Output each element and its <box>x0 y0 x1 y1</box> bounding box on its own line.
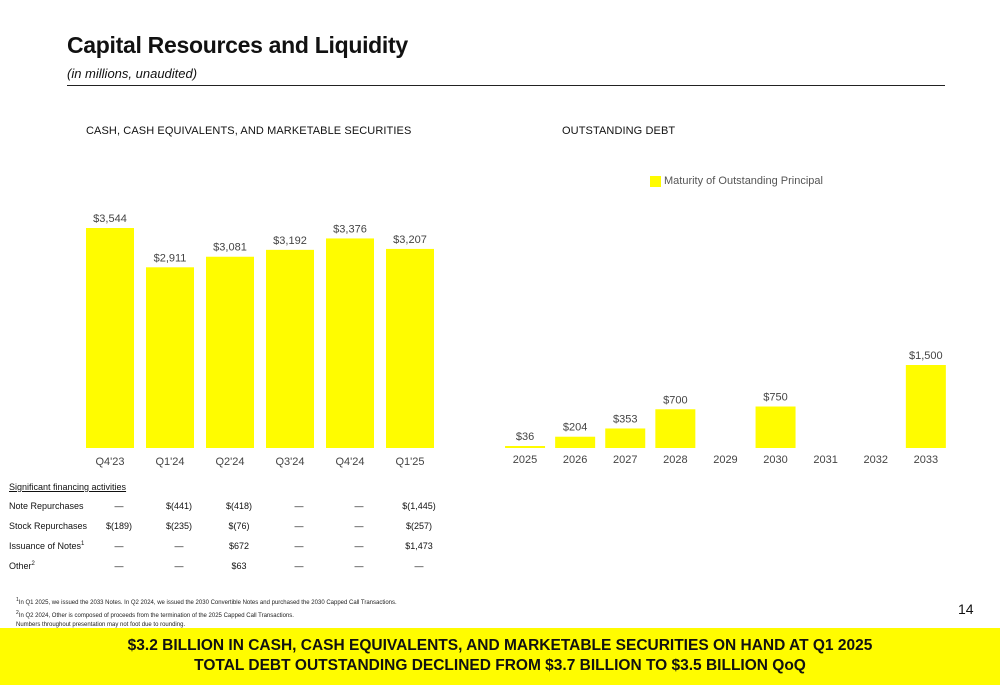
tick-label-Q2'24: Q2'24 <box>215 456 244 468</box>
tick-label-2030: 2030 <box>763 454 787 466</box>
financing-row: Stock Repurchases $(189) $(235) $(76) — — $(25… <box>9 516 449 536</box>
financing-cell: — <box>114 501 124 511</box>
bar-Q2'24 <box>206 256 254 448</box>
data-label-2033: $1,500 <box>909 350 943 362</box>
page-title: Capital Resources and Liquidity <box>67 32 408 58</box>
data-label-Q2'24: $3,081 <box>213 242 247 254</box>
bar-2030 <box>755 406 796 448</box>
tick-label-2032: 2032 <box>864 454 888 466</box>
financing-cell: $(1,445) <box>402 501 436 511</box>
data-label-Q4'23: $3,544 <box>93 213 127 225</box>
tick-label-2027: 2027 <box>613 454 637 466</box>
data-label-Q1'25: $3,207 <box>393 234 427 246</box>
page-number: 14 <box>958 601 974 617</box>
data-label-Q4'24: $3,376 <box>333 223 367 235</box>
banner-line-1: $3.2 BILLION IN CASH, CASH EQUIVALENTS, … <box>127 637 873 654</box>
tick-label-2028: 2028 <box>663 454 687 466</box>
tick-label-Q1'24: Q1'24 <box>155 456 184 468</box>
bar-Q4'23 <box>86 228 134 448</box>
financing-cell: — <box>174 561 184 571</box>
financing-cell: — <box>294 541 304 551</box>
financing-cell: $(76) <box>228 521 250 531</box>
financing-cell: $(235) <box>165 521 192 531</box>
tick-label-2026: 2026 <box>563 454 587 466</box>
cash-chart: $3,544 Q4'23 $2,911 Q1'24 $3,081 Q2'24 $3,192 Q… <box>86 213 434 468</box>
data-label-2030: $750 <box>763 392 787 404</box>
tick-label-2025: 2025 <box>513 454 537 466</box>
legend-swatch <box>650 175 661 187</box>
financing-cell: — <box>354 501 364 511</box>
cash-chart-title: CASH, CASH EQUIVALENTS, AND MARKETABLE S… <box>86 125 412 137</box>
financing-cell: $(189) <box>105 521 132 531</box>
financing-cell: $(418) <box>225 501 252 511</box>
banner-line-2: TOTAL DEBT OUTSTANDING DECLINED FROM $3.… <box>194 657 806 674</box>
debt-legend: Maturity of Outstanding Principal <box>650 175 823 187</box>
financing-cell: $1,473 <box>405 541 433 551</box>
financing-cell: — <box>114 561 124 571</box>
bar-Q1'25 <box>386 248 434 448</box>
bar-Q4'24 <box>326 238 374 448</box>
financing-table: Note Repurchases — $(441) $(418) — — $(1,445) S… <box>9 496 449 576</box>
debt-chart-title: OUTSTANDING DEBT <box>562 125 676 137</box>
data-label-2027: $353 <box>613 413 637 425</box>
tick-label-2029: 2029 <box>713 454 737 466</box>
summary-banner: $3.2 BILLION IN CASH, CASH EQUIVALENTS, … <box>0 628 1000 685</box>
financing-row-label: Note Repurchases <box>9 501 84 511</box>
data-label-2025: $36 <box>516 431 534 443</box>
financing-cell: $(257) <box>405 521 432 531</box>
data-label-Q1'24: $2,911 <box>154 252 187 264</box>
bar-2025 <box>505 446 546 448</box>
financing-cell: — <box>174 541 184 551</box>
financing-cell: — <box>114 541 124 551</box>
financing-cell: $63 <box>231 561 247 571</box>
bar-2026 <box>555 436 596 448</box>
bar-2033 <box>905 365 946 448</box>
financing-row-label: Stock Repurchases <box>9 521 88 531</box>
financing-cell: — <box>354 561 364 571</box>
financing-cell: — <box>354 541 364 551</box>
footnote-2: 2In Q2 2024, Other is composed of procee… <box>16 609 294 619</box>
financing-row-label: Other2 <box>9 561 35 571</box>
financing-row: Other2 — — $63 — — — <box>9 556 449 576</box>
financing-cell: — <box>294 501 304 511</box>
financing-cell: — <box>354 521 364 531</box>
tick-label-2033: 2033 <box>914 454 938 466</box>
tick-label-Q3'24: Q3'24 <box>275 456 304 468</box>
financing-cell: $(441) <box>165 501 192 511</box>
financing-cell: — <box>414 561 424 571</box>
data-label-2026: $204 <box>563 422 587 434</box>
header-divider <box>67 85 945 86</box>
footnote-1: 1In Q1 2025, we issued the 2033 Notes. I… <box>16 597 397 606</box>
tick-label-Q1'25: Q1'25 <box>395 456 424 468</box>
financing-row: Issuance of Notes1 — — $672 — — $1,473 <box>9 536 449 556</box>
bar-2028 <box>655 409 696 448</box>
tick-label-Q4'23: Q4'23 <box>95 456 124 468</box>
bar-Q3'24 <box>266 249 314 448</box>
footnote-3: Numbers throughout presentation may not … <box>16 622 186 628</box>
page-subtitle: (in millions, unaudited) <box>67 66 198 81</box>
financing-row: Note Repurchases — $(441) $(418) — — $(1,445) <box>9 496 449 516</box>
data-label-Q3'24: $3,192 <box>273 235 307 247</box>
footnotes: 1In Q1 2025, we issued the 2033 Notes. I… <box>16 596 397 631</box>
data-label-2028: $700 <box>663 394 687 406</box>
tick-label-Q4'24: Q4'24 <box>335 456 364 468</box>
financing-row-label: Issuance of Notes1 <box>9 541 85 551</box>
financing-cell: — <box>294 521 304 531</box>
financing-cell: $672 <box>228 541 250 551</box>
legend-label: Maturity of Outstanding Principal <box>664 175 823 187</box>
tick-label-2031: 2031 <box>813 454 837 466</box>
bar-Q1'24 <box>146 267 194 448</box>
debt-chart: $36 2025 $204 2026 $353 2027 $700 2028 2029 $750 2… <box>505 350 946 466</box>
bar-2027 <box>605 428 646 448</box>
financing-title: Significant financing activities <box>9 482 127 492</box>
financing-cell: — <box>294 561 304 571</box>
